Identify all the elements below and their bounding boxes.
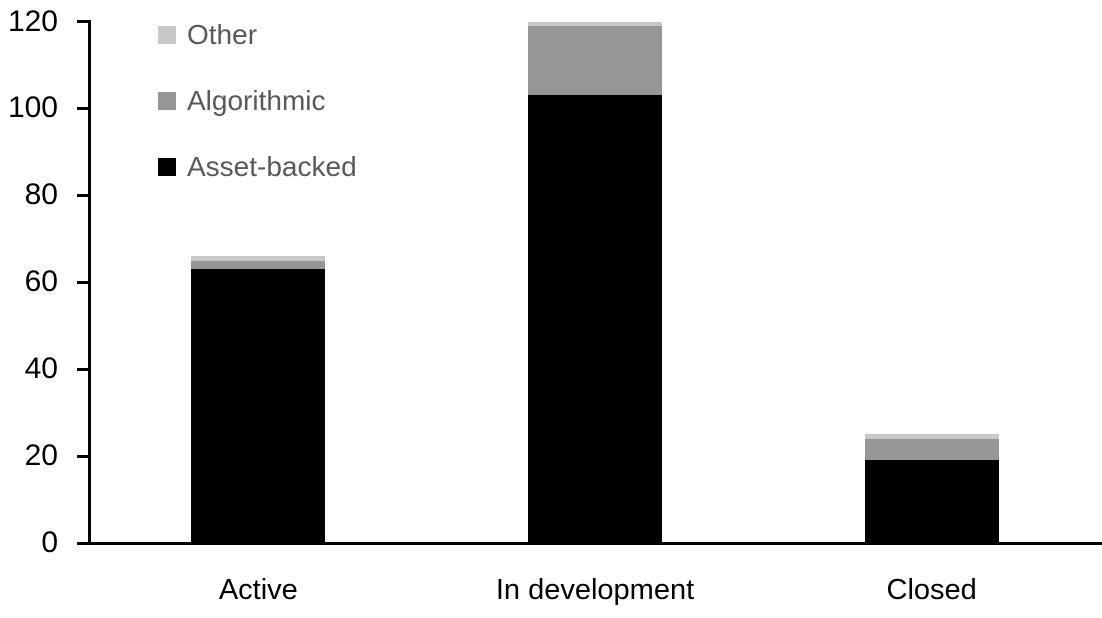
legend: Other Algorithmic Asset-backed	[158, 21, 357, 181]
bar-segment-closed-asset-backed	[864, 460, 999, 543]
bar-segment-in-development-other	[528, 21, 662, 26]
bar-segment-in-development-algorithmic	[528, 25, 662, 96]
y-tick-mark-0	[77, 541, 91, 545]
y-tick-mark-60	[77, 280, 91, 284]
legend-swatch-algorithmic-icon	[158, 92, 176, 110]
legend-item-other: Other	[158, 21, 357, 49]
y-tick-mark-120	[77, 20, 91, 23]
y-tick-mark-100	[77, 106, 91, 110]
y-tick-mark-80	[77, 193, 91, 197]
bar-segment-active-other	[191, 256, 326, 261]
legend-item-algorithmic: Algorithmic	[158, 87, 357, 115]
legend-label: Asset-backed	[187, 151, 357, 182]
x-axis-line	[77, 542, 1102, 545]
legend-item-asset-backed: Asset-backed	[158, 153, 357, 181]
category-label-active: Active	[218, 574, 298, 606]
bar-segment-active-asset-backed	[191, 269, 326, 543]
y-tick-label-60: 60	[24, 265, 58, 299]
y-tick-label-80: 80	[24, 178, 58, 212]
bar-segment-active-algorithmic	[191, 260, 326, 270]
legend-label: Other	[187, 19, 258, 50]
bar-segment-closed-other	[864, 434, 999, 439]
legend-label: Algorithmic	[187, 85, 326, 116]
y-tick-label-40: 40	[24, 352, 58, 386]
y-tick-mark-20	[77, 454, 91, 458]
y-tick-label-100: 100	[7, 91, 58, 125]
category-label-closed: Closed	[886, 574, 977, 606]
bar-segment-in-development-asset-backed	[528, 95, 662, 543]
category-label-in-development: In development	[495, 574, 695, 606]
bar-segment-closed-algorithmic	[864, 438, 999, 461]
y-tick-label-120: 120	[7, 4, 58, 38]
y-tick-mark-40	[77, 367, 91, 371]
y-tick-label-20: 20	[24, 439, 58, 473]
legend-swatch-other-icon	[158, 26, 176, 44]
y-tick-label-0: 0	[41, 526, 58, 559]
legend-swatch-asset-backed-icon	[158, 158, 176, 176]
